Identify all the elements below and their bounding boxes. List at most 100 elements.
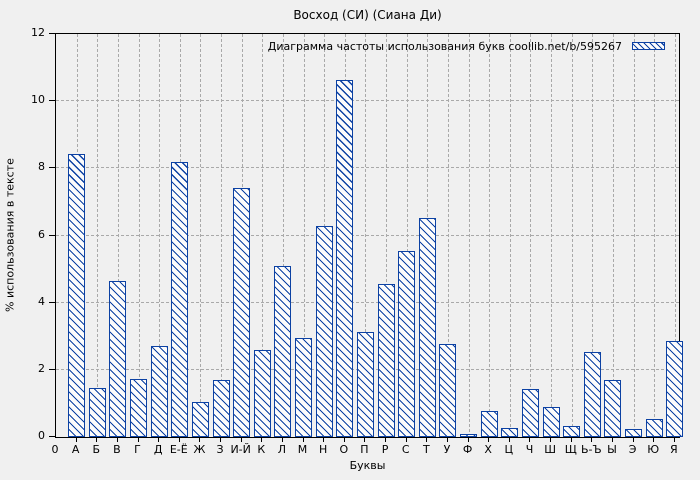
gridline-vertical: [674, 34, 676, 437]
y-tick-mark: [49, 33, 55, 34]
x-tick-label: Е-Ё: [169, 443, 188, 456]
bar-Д: [150, 346, 168, 437]
x-tick-mark: [75, 438, 77, 442]
bar-Ш: [542, 406, 560, 437]
gridline-vertical: [406, 34, 408, 437]
bar-Я: [666, 341, 684, 437]
bar-С: [398, 250, 416, 437]
bar-К: [253, 350, 271, 437]
gridline-vertical: [303, 34, 305, 437]
x-tick-mark: [446, 438, 448, 442]
gridline-vertical: [551, 34, 553, 437]
x-tick-mark: [137, 438, 139, 442]
bar-Ж: [191, 401, 209, 437]
x-axis-label: Буквы: [349, 459, 386, 472]
x-tick-label: Ь-Ъ: [581, 443, 602, 456]
x-tick-label: Б: [92, 443, 101, 456]
x-tick-mark: [261, 438, 263, 442]
x-tick-mark: [116, 438, 118, 442]
y-tick-mark: [49, 100, 55, 102]
x-tick-label: Я: [670, 443, 678, 456]
x-tick-mark: [508, 438, 510, 442]
bar-Н: [315, 226, 333, 437]
x-tick-label: Д: [153, 443, 163, 456]
bar-Ь-Ъ: [583, 352, 601, 437]
x-tick-label: Ю: [647, 443, 660, 456]
x-tick-label: Ж: [193, 443, 206, 456]
x-tick-label: Р: [381, 443, 389, 456]
gridline-horizontal: [56, 167, 679, 169]
x-tick-mark: [199, 438, 201, 442]
gridline-vertical: [654, 34, 656, 437]
legend-label: Диаграмма частоты использования букв coo…: [267, 39, 622, 53]
x-tick-label: Т: [422, 443, 430, 456]
y-tick-mark: [49, 234, 55, 236]
x-tick-label: Г: [134, 443, 141, 456]
x-tick-mark: [405, 438, 407, 442]
bar-Ф: [460, 433, 478, 437]
bar-Т: [418, 217, 436, 437]
x-tick-mark: [220, 438, 222, 442]
x-tick-label: Э: [628, 443, 637, 456]
bar-Ю: [645, 419, 663, 437]
bar-И-Й: [233, 188, 251, 437]
bar-Э: [625, 428, 643, 437]
gridline-vertical: [365, 34, 367, 437]
x-tick-mark: [302, 438, 304, 442]
gridline-vertical: [97, 34, 99, 437]
gridline-vertical: [282, 34, 284, 437]
x-tick-mark: [426, 438, 428, 442]
x-tick-mark: [240, 438, 242, 442]
x-tick-label: И-Й: [230, 443, 251, 456]
x-tick-label: Ф: [462, 443, 473, 456]
bar-П: [356, 331, 374, 437]
y-tick-mark: [49, 368, 55, 370]
x-tick-mark: [611, 438, 613, 442]
x-tick-label: Ы: [607, 443, 617, 456]
gridline-vertical: [200, 34, 202, 437]
x-tick-mark: [550, 438, 552, 442]
x-tick-label: П: [360, 443, 369, 456]
bar-Л: [274, 266, 292, 437]
gridline-vertical: [138, 34, 140, 437]
bar-Р: [377, 283, 395, 437]
x-tick-label: Х: [484, 443, 492, 456]
gridline-horizontal: [56, 234, 679, 236]
bar-В: [109, 281, 127, 437]
bar-О: [336, 80, 354, 437]
bar-Х: [480, 410, 498, 437]
x-tick-label: Ч: [525, 443, 534, 456]
bar-Ц: [501, 428, 519, 437]
gridline-vertical: [262, 34, 264, 437]
x-tick-label: К: [257, 443, 266, 456]
y-tick-label: 6: [38, 227, 45, 241]
bar-У: [439, 344, 457, 437]
x-tick-mark: [591, 438, 593, 442]
y-tick-mark: [49, 167, 55, 169]
gridline-vertical: [386, 34, 388, 437]
gridline-horizontal: [56, 301, 679, 303]
x-origin-label: 0: [51, 443, 59, 456]
chart-title: Восход (СИ) (Сиана Ди): [293, 8, 442, 22]
x-tick-label: Л: [277, 443, 287, 456]
gridline-vertical: [571, 34, 573, 437]
y-tick-label: 2: [38, 361, 45, 375]
x-tick-mark: [653, 438, 655, 442]
y-tick-label: 10: [31, 93, 45, 107]
legend: Диаграмма частоты использования букв coo…: [268, 37, 665, 55]
plot-area: Диаграмма частоты использования букв coo…: [55, 33, 684, 438]
gridline-vertical: [489, 34, 491, 437]
x-tick-label: Н: [319, 443, 328, 456]
x-tick-label: С: [401, 443, 410, 456]
x-tick-mark: [364, 438, 366, 442]
gridline-vertical: [468, 34, 470, 437]
x-tick-label: М: [297, 443, 308, 456]
x-tick-mark: [529, 438, 531, 442]
x-tick-label: В: [113, 443, 121, 456]
bar-А: [68, 153, 86, 437]
gridline-vertical: [447, 34, 449, 437]
bar-Щ: [563, 425, 581, 437]
x-tick-mark: [178, 438, 180, 442]
x-tick-mark: [673, 438, 675, 442]
x-tick-mark: [323, 438, 325, 442]
